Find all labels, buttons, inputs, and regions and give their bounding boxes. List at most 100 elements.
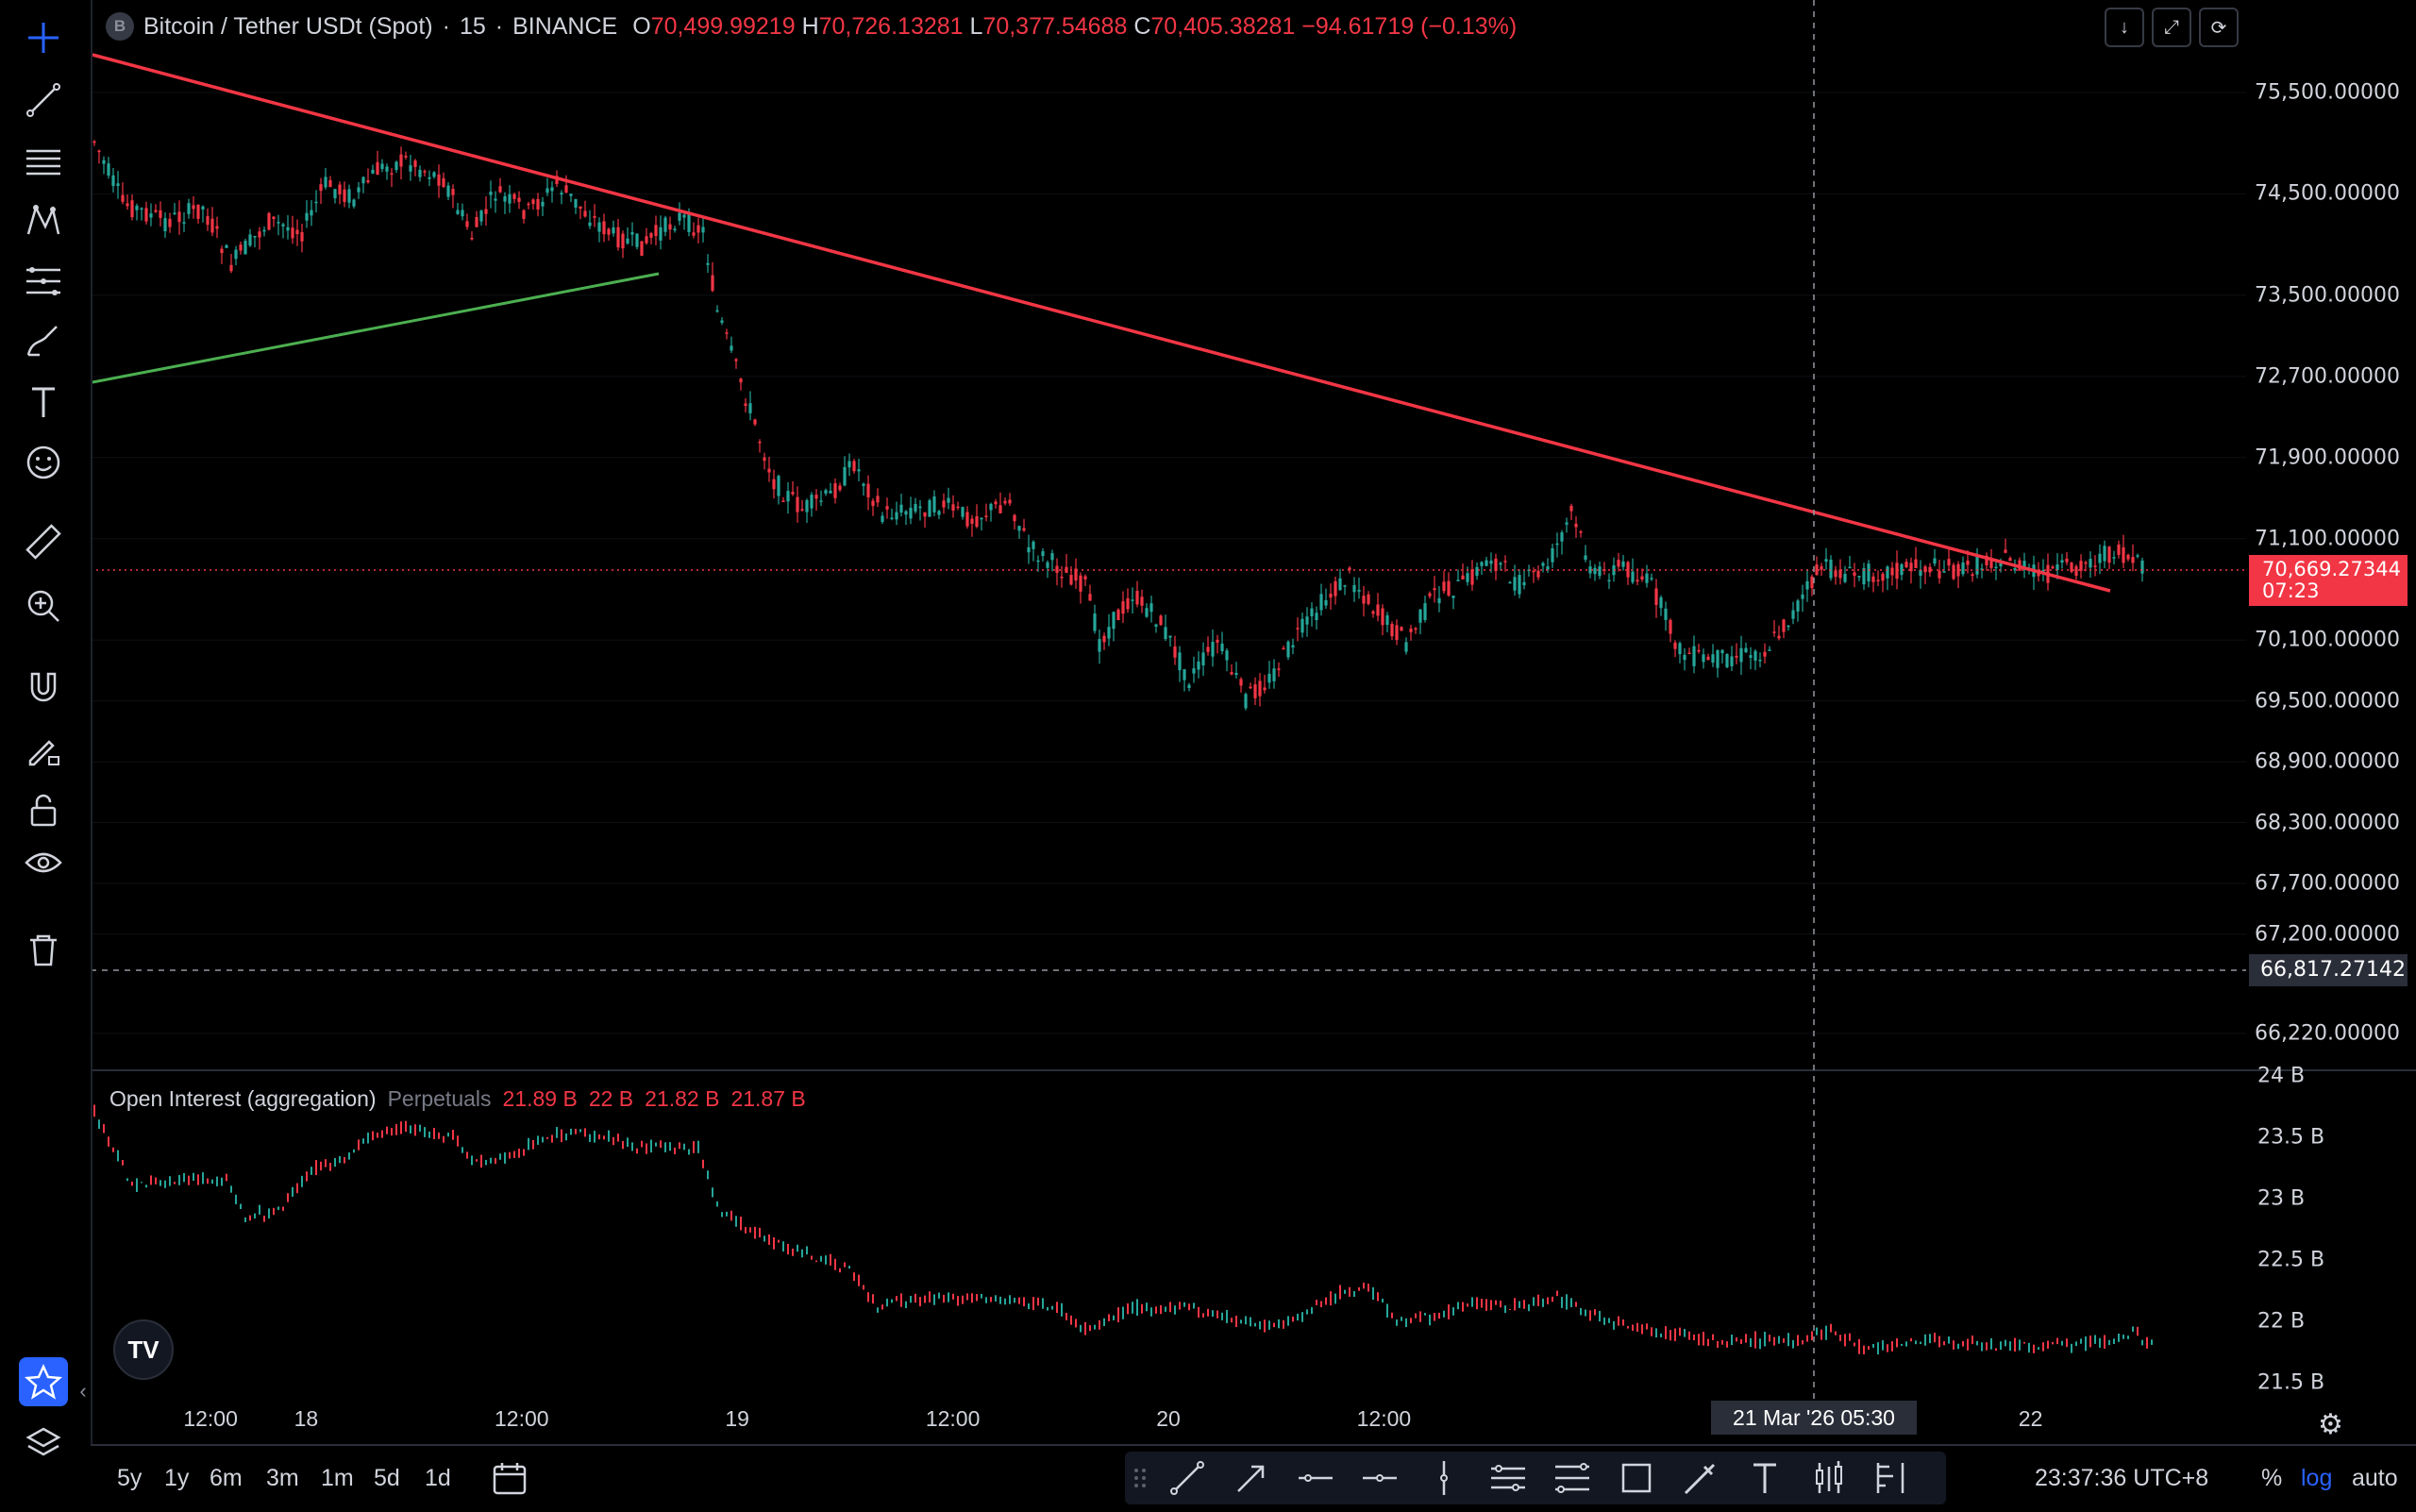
candle-body: [1494, 558, 1498, 572]
go-to-date-icon[interactable]: [491, 1459, 528, 1497]
log-scale-button[interactable]: log: [2301, 1465, 2333, 1491]
strip-parallel-channel-icon[interactable]: [1487, 1457, 1529, 1499]
resistance-trendline[interactable]: [92, 53, 2111, 593]
emoji-tool[interactable]: [17, 436, 70, 489]
auto-scale-button[interactable]: auto: [2352, 1465, 2398, 1491]
candle-body: [423, 171, 427, 173]
strip-text-icon[interactable]: [1744, 1457, 1786, 1499]
candle-body: [1013, 514, 1016, 522]
trash-tool[interactable]: [17, 923, 70, 976]
candle-body: [210, 218, 214, 233]
candle-body: [1555, 543, 1559, 546]
percent-scale-button[interactable]: %: [2261, 1465, 2283, 1491]
candle-body: [92, 141, 96, 143]
low-label: L: [969, 12, 983, 40]
fib-tool[interactable]: [17, 255, 70, 308]
maximize-button[interactable]: ⤢: [2152, 8, 2191, 47]
candle-body: [810, 495, 814, 509]
candle-body: [1234, 672, 1238, 675]
candle-body: [1027, 546, 1031, 553]
drag-handle-icon[interactable]: [1129, 1457, 1151, 1499]
symbol-icon[interactable]: B: [106, 12, 134, 41]
candle-body: [1315, 613, 1318, 620]
range-1y-button[interactable]: 1y: [164, 1465, 190, 1491]
range-5d-button[interactable]: 5d: [374, 1465, 400, 1491]
reset-chart-button[interactable]: ⟳: [2199, 8, 2239, 47]
oi-title[interactable]: Open Interest (aggregation): [109, 1086, 377, 1111]
candle-body: [1546, 566, 1550, 570]
tradingview-logo[interactable]: TV: [113, 1319, 174, 1380]
candle-body: [2084, 562, 2088, 564]
candle-body: [989, 503, 993, 511]
lock-draw-tool[interactable]: [17, 723, 70, 776]
candle-body: [579, 206, 582, 210]
range-1d-button[interactable]: 1d: [425, 1465, 451, 1491]
candle-body: [951, 504, 955, 511]
timezone-clock[interactable]: 23:37:36 UTC+8: [2035, 1465, 2209, 1491]
candle-body: [243, 241, 247, 255]
candle-body: [531, 199, 535, 205]
chart-settings-gear-icon[interactable]: ⚙: [2318, 1409, 2343, 1440]
zoom-tool[interactable]: [17, 580, 70, 632]
strip-arrow-icon[interactable]: [1231, 1457, 1272, 1499]
candle-body: [852, 461, 856, 472]
candle-body: [2079, 561, 2083, 571]
text-tool[interactable]: [17, 376, 70, 428]
candle-body: [1867, 563, 1871, 582]
strip-horizontal-line-icon[interactable]: [1359, 1457, 1401, 1499]
candle-body: [1989, 560, 1993, 568]
candle-body: [1838, 569, 1842, 579]
range-3m-button[interactable]: 3m: [266, 1465, 299, 1491]
unlock-tool[interactable]: [17, 783, 70, 836]
candle-body: [833, 483, 837, 498]
strip-rectangle-icon[interactable]: [1616, 1457, 1657, 1499]
candle-body: [1687, 652, 1691, 655]
chart-canvas[interactable]: [0, 0, 2416, 1444]
candle-body: [1131, 599, 1134, 601]
ruler-tool[interactable]: [17, 515, 70, 568]
brush-tool[interactable]: [17, 315, 70, 368]
pattern-icon: [26, 204, 60, 235]
strip-horizontal-ray-icon[interactable]: [1295, 1457, 1336, 1499]
scroll-down-button[interactable]: ↓: [2105, 8, 2144, 47]
symbol-name[interactable]: Bitcoin / Tether USDt (Spot): [143, 12, 433, 40]
candle-body: [1805, 580, 1809, 590]
candle-body: [1923, 566, 1927, 573]
range-6m-button[interactable]: 6m: [210, 1465, 243, 1491]
candle-body: [876, 496, 880, 503]
candle-body: [678, 212, 681, 221]
eye-tool[interactable]: [17, 838, 70, 891]
strip-long-position-icon[interactable]: [1808, 1457, 1850, 1499]
candle-body: [1636, 580, 1639, 582]
strip-vertical-line-icon[interactable]: [1423, 1457, 1465, 1499]
candle-body: [1183, 669, 1186, 680]
strip-brush-icon[interactable]: [1680, 1457, 1721, 1499]
candle-body: [281, 224, 285, 227]
time-axis-label: 22: [2018, 1406, 2043, 1431]
candle-body: [1645, 573, 1649, 583]
interval[interactable]: 15: [459, 12, 486, 40]
candle-body: [1631, 571, 1635, 582]
horizontal-lines-tool[interactable]: [17, 134, 70, 187]
candle-body: [1815, 564, 1819, 576]
magnet-tool[interactable]: [17, 661, 70, 714]
candle-body: [1791, 610, 1795, 619]
crosshair-tool[interactable]: [17, 11, 70, 64]
candle-body: [1253, 684, 1257, 698]
strip-trend-line-icon[interactable]: [1166, 1457, 1208, 1499]
candle-body: [1749, 655, 1753, 658]
candle-body: [1914, 559, 1918, 568]
strip-fib-retracement-icon[interactable]: [1552, 1457, 1593, 1499]
watchlist-star-button[interactable]: [19, 1357, 68, 1406]
trend-line-tool[interactable]: [17, 74, 70, 126]
layers-button[interactable]: [17, 1418, 70, 1470]
unlock-icon: [30, 794, 57, 827]
range-1m-button[interactable]: 1m: [321, 1465, 354, 1491]
strip-forecast-icon[interactable]: [1871, 1457, 1912, 1499]
time-axis-label: 12:00: [1356, 1406, 1412, 1431]
pattern-tool[interactable]: [17, 194, 70, 247]
collapse-toolbar-button[interactable]: ‹: [79, 1379, 87, 1403]
support-trendline[interactable]: [92, 272, 660, 384]
candle-body: [706, 262, 710, 265]
range-5y-button[interactable]: 5y: [117, 1465, 143, 1491]
